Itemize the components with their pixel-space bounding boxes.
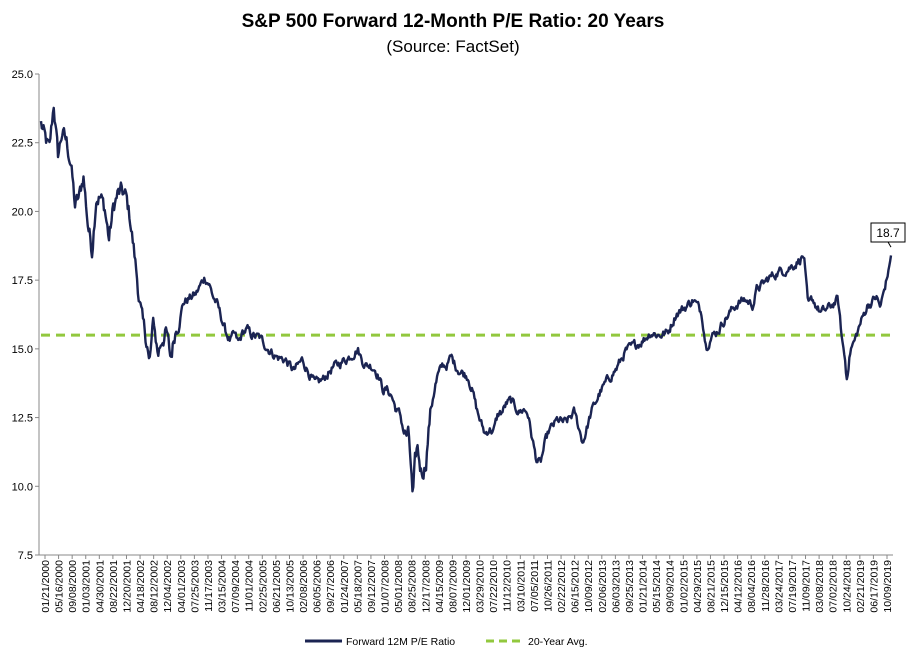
y-tick-label: 22.5 bbox=[12, 138, 33, 150]
x-tick-label: 11/17/2003 bbox=[203, 560, 215, 612]
x-tick-label: 12/20/2001 bbox=[121, 560, 133, 613]
x-tick-label: 04/29/2015 bbox=[692, 560, 704, 613]
x-tick-label: 01/21/2014 bbox=[638, 560, 650, 613]
x-tick-label: 06/03/2013 bbox=[610, 560, 622, 613]
x-tick-label: 12/01/2009 bbox=[461, 560, 473, 613]
series-group bbox=[39, 106, 893, 493]
x-tick-label: 12/04/2002 bbox=[162, 560, 174, 613]
x-tick-label: 08/25/2008 bbox=[407, 560, 419, 613]
x-tick-label: 11/12/2010 bbox=[502, 560, 514, 612]
x-tick-label: 04/01/2003 bbox=[176, 560, 188, 613]
x-tick-label: 09/08/2000 bbox=[67, 560, 79, 613]
x-tick-label: 06/21/2005 bbox=[271, 560, 283, 613]
x-tick-label: 08/22/2001 bbox=[108, 560, 120, 613]
x-tick-label: 11/28/2016 bbox=[760, 560, 772, 612]
y-tick-label: 25.0 bbox=[12, 69, 33, 81]
x-tick-label: 01/07/2008 bbox=[380, 560, 392, 613]
x-tick-label: 05/18/2007 bbox=[352, 560, 364, 613]
x-tick-label: 04/18/2002 bbox=[135, 560, 147, 613]
x-tick-label: 07/02/2018 bbox=[828, 560, 840, 613]
x-tick-label: 03/08/2018 bbox=[814, 560, 826, 613]
x-tick-label: 11/09/2017 bbox=[801, 560, 813, 612]
x-tick-label: 04/15/2009 bbox=[434, 560, 446, 613]
x-tick-label: 09/25/2013 bbox=[624, 560, 636, 613]
legend-label-average: 20-Year Avg. bbox=[528, 636, 588, 648]
x-tick-label: 10/09/2012 bbox=[583, 560, 595, 613]
x-tick-label: 05/15/2014 bbox=[651, 560, 663, 613]
x-tick-label: 07/09/2004 bbox=[230, 560, 242, 613]
x-tick-label: 03/10/2011 bbox=[515, 560, 527, 612]
x-tick-label: 01/03/2001 bbox=[81, 560, 93, 613]
x-tick-label: 03/15/2004 bbox=[217, 560, 229, 613]
pe-ratio-line bbox=[39, 106, 893, 493]
legend-label-pe-ratio: Forward 12M P/E Ratio bbox=[346, 636, 455, 648]
x-tick-label: 08/04/2016 bbox=[746, 560, 758, 613]
x-tick-label: 09/27/2006 bbox=[325, 560, 337, 613]
x-axis: 01/21/2000 05/16/2000 09/08/2000 01/03/2001… bbox=[39, 554, 894, 613]
y-tick-label: 20.0 bbox=[12, 206, 33, 218]
x-tick-label: 03/24/2017 bbox=[773, 560, 785, 613]
x-tick-label: 09/12/2007 bbox=[366, 560, 378, 613]
callout-box bbox=[870, 222, 906, 243]
x-tick-label: 01/21/2000 bbox=[40, 560, 52, 613]
x-tick-label: 02/22/2012 bbox=[556, 560, 568, 613]
x-tick-label: 07/22/2010 bbox=[488, 560, 500, 613]
y-tick-label: 10.0 bbox=[12, 481, 33, 493]
x-tick-label: 04/12/2016 bbox=[733, 560, 745, 613]
y-tick-label: 15.0 bbox=[12, 344, 33, 356]
x-tick-label: 10/09/2019 bbox=[882, 560, 894, 613]
x-tick-label: 02/06/2013 bbox=[597, 560, 609, 613]
x-tick-label: 03/29/2010 bbox=[475, 560, 487, 613]
x-tick-label: 10/24/2018 bbox=[841, 560, 853, 613]
x-tick-label: 09/09/2014 bbox=[665, 560, 677, 613]
x-tick-label: 02/21/2019 bbox=[855, 560, 867, 613]
y-axis: 7.5 10.0 12.5 15.0 17.5 20.0 22.5 25.0 bbox=[12, 69, 40, 562]
chart-title: S&P 500 Forward 12-Month P/E Ratio: 20 Y… bbox=[242, 11, 665, 32]
x-tick-label: 02/25/2005 bbox=[257, 560, 269, 613]
x-tick-label: 05/01/2008 bbox=[393, 560, 405, 613]
x-tick-label: 01/24/2007 bbox=[339, 560, 351, 613]
x-tick-label: 01/02/2015 bbox=[678, 560, 690, 613]
callout-leader-line bbox=[887, 241, 892, 248]
x-tick-label: 12/15/2015 bbox=[719, 560, 731, 613]
x-tick-label: 04/30/2001 bbox=[94, 560, 106, 613]
x-tick-label: 05/16/2000 bbox=[54, 560, 66, 613]
x-tick-label: 12/17/2008 bbox=[420, 560, 432, 613]
x-tick-label: 11/01/2004 bbox=[244, 560, 256, 612]
x-tick-label: 07/25/2003 bbox=[189, 560, 201, 613]
last-value-callout-group: 18.7 bbox=[870, 222, 906, 248]
y-tick-label: 17.5 bbox=[12, 275, 33, 287]
x-tick-label: 06/17/2019 bbox=[868, 560, 880, 613]
x-tick-label: 07/19/2017 bbox=[787, 560, 799, 613]
x-tick-label: 02/08/2006 bbox=[298, 560, 310, 613]
x-tick-label: 07/05/2011 bbox=[529, 560, 541, 612]
x-tick-label: 06/15/2012 bbox=[570, 560, 582, 613]
x-tick-label: 10/26/2011 bbox=[542, 560, 554, 612]
y-tick-label: 12.5 bbox=[12, 413, 33, 425]
legend: Forward 12M P/E Ratio 20-Year Avg. bbox=[305, 636, 588, 648]
y-tick-label: 7.5 bbox=[18, 550, 33, 562]
x-tick-label: 08/07/2009 bbox=[447, 560, 459, 613]
callout-label: 18.7 bbox=[876, 226, 900, 240]
x-tick-label: 10/13/2005 bbox=[284, 560, 296, 613]
chart-subtitle: (Source: FactSet) bbox=[386, 37, 519, 56]
x-tick-label: 08/12/2002 bbox=[149, 560, 161, 613]
x-tick-label: 08/21/2015 bbox=[705, 560, 717, 613]
x-tick-label: 06/05/2006 bbox=[312, 560, 324, 613]
